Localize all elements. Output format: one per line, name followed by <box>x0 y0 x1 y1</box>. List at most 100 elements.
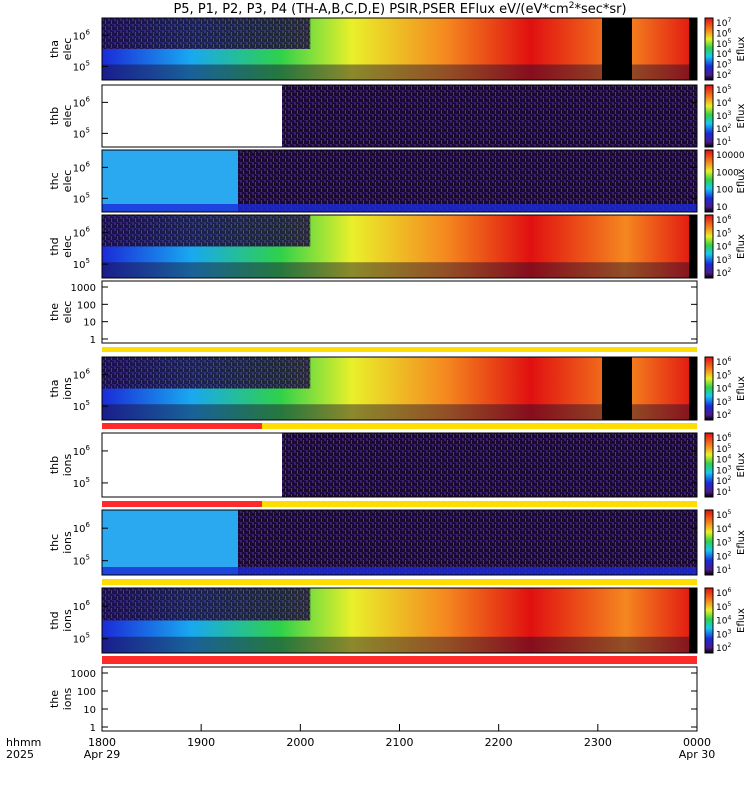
panel-species-label: ions <box>61 687 74 710</box>
panel-species-label: elec <box>61 301 74 324</box>
colorbar-tick-label: 106 <box>716 214 731 226</box>
colorbar-tick-label: 105 <box>716 601 731 613</box>
colorbar-tick-label: 101 <box>716 564 731 576</box>
colorbar-tick-label: 104 <box>716 97 731 109</box>
y-tick-label: 1 <box>90 723 96 734</box>
y-tick-label: 105 <box>73 476 90 490</box>
colorbar-tick-label: 102 <box>716 69 731 81</box>
panel-probe-label: thb <box>48 107 61 125</box>
y-tick-label: 105 <box>73 632 90 646</box>
colorbar-tick-label: 102 <box>716 550 731 562</box>
panel-species-label: elec <box>61 170 74 193</box>
panel-probe-label: the <box>48 303 61 321</box>
y-tick-label: 106 <box>73 28 91 42</box>
colorbar-tick-label: 106 <box>716 587 731 599</box>
quality-flag-bar <box>102 347 697 352</box>
colorbar <box>704 509 714 576</box>
low-energy-band <box>102 636 697 653</box>
y-tick-label: 106 <box>73 521 91 535</box>
colorbar-tick-label: 105 <box>716 227 731 239</box>
panel-species-label: ions <box>61 609 74 632</box>
colorbar-label: Eflux <box>736 234 747 259</box>
y-tick-label: 10 <box>83 318 96 329</box>
colorbar-tick-label: 10000 <box>716 151 745 161</box>
colorbar-tick-label: 100 <box>716 186 733 196</box>
colorbar-label: Eflux <box>736 608 747 633</box>
colorbar-label: Eflux <box>736 376 747 401</box>
y-tick-label: 105 <box>73 554 90 568</box>
x-tick-date-label: Apr 29 <box>84 748 121 761</box>
x-tick-label: 2300 <box>584 736 612 749</box>
colorbar <box>704 149 714 213</box>
empty-plot-area <box>102 667 697 731</box>
colorbar-tick-label: 103 <box>716 628 731 640</box>
y-tick-label: 10 <box>83 705 96 716</box>
low-energy-band <box>102 64 697 80</box>
y-tick-label: 106 <box>73 226 91 240</box>
data-gap <box>689 18 697 80</box>
y-tick-label: 105 <box>73 126 90 140</box>
colorbar-tick-label: 104 <box>716 615 731 627</box>
panel-probe-label: tha <box>48 40 61 58</box>
colorbar-tick-label: 103 <box>716 254 731 266</box>
panel-probe-label: thd <box>48 611 61 629</box>
colorbar-tick-label: 105 <box>716 369 731 381</box>
y-tick-label: 105 <box>73 59 90 73</box>
y-tick-label: 105 <box>73 191 90 205</box>
y-tick-label: 1000 <box>71 283 96 294</box>
quality-flag-bar <box>262 501 697 507</box>
y-tick-label: 105 <box>73 257 90 271</box>
noise-region <box>102 18 311 49</box>
y-tick-label: 106 <box>73 368 91 382</box>
panel-species-label: ions <box>61 377 74 400</box>
figure-title: P5, P1, P2, P3, P4 (TH-A,B,C,D,E) PSIR,P… <box>173 1 626 17</box>
y-tick-label: 106 <box>73 95 91 109</box>
panel-probe-label: tha <box>48 379 61 397</box>
colorbar <box>704 356 714 421</box>
quality-flag-bar <box>262 423 697 429</box>
x-tick-label: 2100 <box>386 736 414 749</box>
colorbar-tick-label: 10 <box>716 203 728 213</box>
data-gap <box>689 588 697 653</box>
panel-frame <box>101 356 698 421</box>
data-gap <box>602 357 632 420</box>
x-axis-time-label: hhmm <box>6 736 41 749</box>
noise-region <box>102 588 311 621</box>
colorbar-label: Eflux <box>736 103 747 128</box>
colorbar <box>704 587 714 654</box>
noise-region <box>102 215 311 247</box>
colorbar-tick-label: 1000 <box>716 168 739 178</box>
data-gap <box>689 215 697 278</box>
y-tick-label: 1000 <box>71 669 96 680</box>
colorbar-tick-label: 102 <box>716 123 731 135</box>
panel-probe-label: thd <box>48 237 61 255</box>
panel-frame <box>101 509 698 576</box>
quality-flag-bar <box>102 656 697 664</box>
panel-frame <box>101 214 698 279</box>
low-energy-band <box>102 567 697 575</box>
panel-frame <box>101 280 698 344</box>
panel-probe-label: thb <box>48 456 61 474</box>
colorbar-tick-label: 104 <box>716 383 731 395</box>
panel-frame <box>101 17 698 81</box>
y-tick-label: 100 <box>77 300 96 311</box>
colorbar-label: Eflux <box>736 168 747 193</box>
colorbar <box>704 214 714 279</box>
panel-frame <box>101 587 698 654</box>
x-tick-label: 0000 <box>683 736 711 749</box>
x-tick-label: 1900 <box>187 736 215 749</box>
y-tick-label: 106 <box>73 599 91 613</box>
colorbar <box>704 432 714 498</box>
panel-species-label: ions <box>61 453 74 476</box>
quality-flag-bar <box>102 579 697 585</box>
panel-species-label: elec <box>61 105 74 128</box>
low-energy-band <box>102 204 697 212</box>
y-tick-label: 105 <box>73 399 90 413</box>
